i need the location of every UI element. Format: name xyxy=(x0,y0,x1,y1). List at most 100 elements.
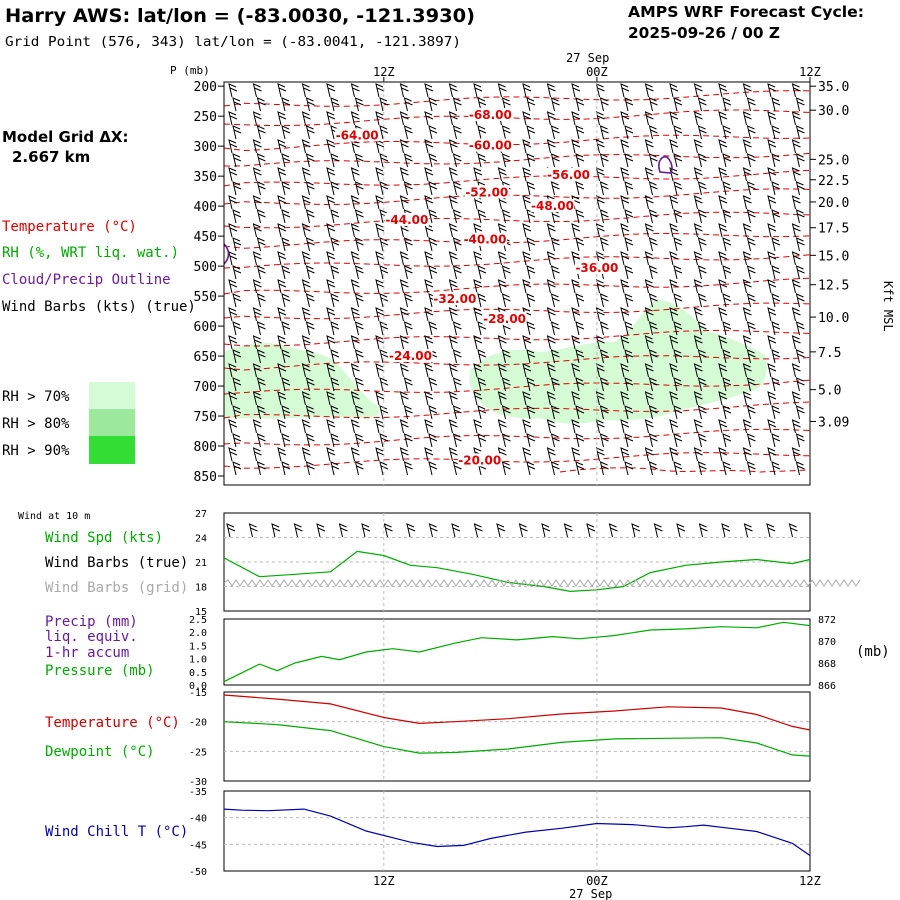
wind-barb xyxy=(301,139,311,154)
precip-y-tick-label: 1.5 xyxy=(189,641,207,652)
temperature-contour-label: -60.00 xyxy=(469,139,512,153)
wind-barb xyxy=(648,125,658,140)
wind-barb xyxy=(746,181,756,196)
wind-barb xyxy=(501,377,511,392)
wind-barb xyxy=(624,265,634,280)
wind-barb xyxy=(620,419,630,434)
wind-barb xyxy=(620,279,630,294)
wind-barb xyxy=(575,293,585,308)
wind-barb xyxy=(281,293,291,308)
wind-barb xyxy=(305,237,315,252)
wind-barb xyxy=(571,363,581,378)
wind-barb xyxy=(232,349,242,364)
wind-barb xyxy=(256,377,266,392)
wind-barb xyxy=(326,419,336,434)
temperature-contour-label: -56.00 xyxy=(547,168,590,182)
cloud-outline-left xyxy=(223,243,230,265)
wind-barb xyxy=(252,279,262,294)
wind-barb xyxy=(375,223,385,238)
wind-barb xyxy=(648,377,658,392)
temperature-contour-line xyxy=(224,211,810,229)
panel-y-tick-label: -30 xyxy=(189,777,207,788)
wind-barb xyxy=(722,293,732,308)
contour-label-bg xyxy=(482,311,527,325)
wind-barb xyxy=(375,279,385,294)
wind-barb xyxy=(326,279,336,294)
wind-barb xyxy=(399,195,409,210)
wind-barb xyxy=(771,377,781,392)
wind-barb xyxy=(399,167,409,182)
wind-barb xyxy=(644,83,654,98)
panel-y-tick-label: -25 xyxy=(189,747,207,758)
wind-barb xyxy=(448,335,458,350)
panel-frame xyxy=(223,618,811,686)
wind-barb xyxy=(644,447,654,462)
surface-wind-barb xyxy=(248,523,258,538)
wind-barb xyxy=(742,419,752,434)
wind-barb xyxy=(526,237,536,252)
wind-barb xyxy=(424,167,434,182)
wind-barb xyxy=(791,139,801,154)
wind-barb xyxy=(644,195,654,210)
wind-barb xyxy=(644,167,654,182)
wind-barb xyxy=(252,83,262,98)
grid-point-subtitle: Grid Point (576, 343) lat/lon = (-83.004… xyxy=(5,35,461,50)
wind-barb xyxy=(330,209,340,224)
rh-legend-90: RH > 90% xyxy=(2,443,70,459)
temperature-contour-label: -40.00 xyxy=(464,233,507,247)
wind-barb xyxy=(526,293,536,308)
wind-barb xyxy=(354,153,364,168)
wind-barb xyxy=(722,433,732,448)
model-grid-label: Model Grid ΔX: xyxy=(2,128,129,146)
wind-barb xyxy=(571,111,581,126)
wind-barb xyxy=(375,363,385,378)
wind-barb xyxy=(620,363,630,378)
wind-barb xyxy=(771,405,781,420)
wind-barb xyxy=(277,307,287,322)
height-tick-label: 5.0 xyxy=(818,384,841,399)
wind-barb xyxy=(795,181,805,196)
surface-wind-barb xyxy=(473,523,483,538)
wind-barb xyxy=(644,335,654,350)
wind-barb xyxy=(256,125,266,140)
wind-barb xyxy=(277,279,287,294)
wind-barb xyxy=(571,391,581,406)
wind-barb xyxy=(550,461,560,476)
wind-barb xyxy=(718,111,728,126)
wind-barb xyxy=(571,251,581,266)
wind-barb xyxy=(767,363,777,378)
wind-barb xyxy=(693,223,703,238)
wind-barb xyxy=(595,111,605,126)
wind-barb xyxy=(256,153,266,168)
temperature-contour-line xyxy=(224,254,810,269)
wind-barb xyxy=(375,83,385,98)
wind-barb xyxy=(648,461,658,476)
wind-barb xyxy=(795,265,805,280)
wind-barb xyxy=(546,391,556,406)
wind-barb xyxy=(403,265,413,280)
wind-barb xyxy=(228,279,238,294)
wind-barb xyxy=(428,181,438,196)
wind-barb xyxy=(693,139,703,154)
wind-barb xyxy=(795,153,805,168)
wind-barb xyxy=(232,377,242,392)
wind-barb xyxy=(771,461,781,476)
cloud-outline-right xyxy=(658,156,673,174)
wind-barbs-grid-label: Wind Barbs (grid) xyxy=(45,580,188,596)
surface-wind-barb xyxy=(653,523,663,538)
wind-barb xyxy=(522,335,532,350)
wind-barb xyxy=(673,97,683,112)
wind-barb xyxy=(277,419,287,434)
wind-barb xyxy=(403,405,413,420)
wind-barb xyxy=(599,181,609,196)
wind-barb xyxy=(624,321,634,336)
wind-barb xyxy=(771,293,781,308)
wind-barb xyxy=(452,181,462,196)
wind-barb xyxy=(301,335,311,350)
wind-barb xyxy=(477,153,487,168)
wind-barb xyxy=(448,307,458,322)
wind-barb xyxy=(767,335,777,350)
surface-wind-barb xyxy=(496,523,506,538)
wind-barb xyxy=(795,433,805,448)
pressure-tick-label: 300 xyxy=(194,140,217,155)
